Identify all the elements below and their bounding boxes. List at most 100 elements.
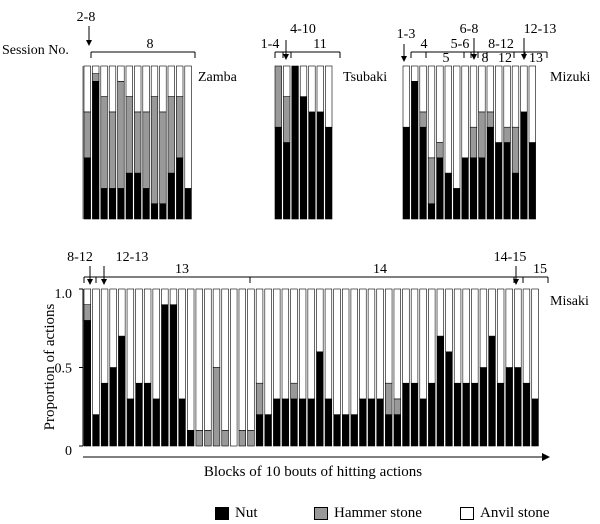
bar-hammer-stone bbox=[92, 73, 100, 82]
bar-anvil-stone bbox=[402, 65, 410, 128]
zamba-session-2-8: 2-8 bbox=[77, 10, 96, 25]
bar-anvil-stone bbox=[118, 288, 126, 337]
bar-nut bbox=[503, 142, 511, 220]
bar-nut bbox=[495, 142, 503, 220]
y-tick-label-0: 0 bbox=[65, 444, 72, 459]
misaki-session-13: 13 bbox=[175, 262, 189, 277]
bar-hammer-stone bbox=[125, 96, 133, 174]
bar-nut bbox=[427, 203, 436, 220]
bar-anvil-stone bbox=[143, 288, 152, 384]
bar-nut bbox=[307, 398, 315, 447]
x-axis-arrow-head bbox=[542, 453, 550, 461]
bar-hammer-stone bbox=[385, 382, 393, 415]
bar-anvil-stone bbox=[325, 65, 333, 128]
bar-nut bbox=[520, 111, 528, 220]
bar-nut bbox=[471, 382, 479, 447]
bar-nut bbox=[453, 188, 461, 220]
bar-nut bbox=[410, 382, 419, 447]
bars-layer bbox=[83, 65, 539, 447]
misaki-session-14-15: 14-15 bbox=[494, 250, 527, 265]
bar-nut bbox=[402, 382, 410, 447]
bar-anvil-stone bbox=[324, 288, 333, 400]
bar-hammer-stone bbox=[290, 382, 298, 400]
bar-nut bbox=[118, 335, 126, 447]
bar-anvil-stone bbox=[486, 65, 494, 113]
bar-nut bbox=[83, 157, 91, 220]
bar-anvil-stone bbox=[290, 288, 298, 384]
legend-label-nut: Nut bbox=[235, 505, 258, 521]
bar-nut bbox=[126, 398, 135, 447]
bar-hammer-stone bbox=[212, 367, 221, 447]
bar-anvil-stone bbox=[100, 65, 108, 97]
bar-anvil-stone bbox=[161, 288, 169, 305]
bar-nut bbox=[461, 157, 469, 220]
bar-anvil-stone bbox=[520, 65, 528, 113]
bar-anvil-stone bbox=[479, 288, 488, 368]
bar-nut bbox=[264, 414, 272, 447]
bar-nut bbox=[298, 398, 307, 447]
bar-nut bbox=[108, 188, 117, 220]
bar-nut bbox=[100, 188, 108, 220]
bar-nut bbox=[178, 398, 186, 447]
bar-hammer-stone bbox=[100, 96, 108, 189]
mizuki-session-8: 8 bbox=[482, 51, 489, 66]
bar-nut bbox=[514, 367, 522, 447]
bar-hammer-stone bbox=[204, 429, 212, 447]
bar-anvil-stone bbox=[135, 288, 143, 384]
bar-nut bbox=[453, 382, 462, 447]
bar-anvil-stone bbox=[496, 288, 505, 384]
bar-nut bbox=[308, 111, 316, 220]
mizuki-session-4: 4 bbox=[421, 37, 428, 52]
bar-nut bbox=[316, 351, 324, 447]
bar-nut bbox=[436, 157, 444, 220]
bar-nut bbox=[376, 398, 384, 447]
bar-hammer-stone bbox=[478, 111, 486, 159]
tsubaki-session-4-10: 4-10 bbox=[290, 22, 316, 37]
bar-anvil-stone bbox=[341, 288, 350, 415]
bar-anvil-stone bbox=[167, 65, 175, 97]
mizuki-arrow-12-13-head bbox=[521, 54, 527, 60]
bar-anvil-stone bbox=[505, 288, 513, 368]
mizuki-session-12-13: 12-13 bbox=[524, 22, 557, 37]
mizuki-session-5-6: 5-6 bbox=[451, 37, 470, 52]
legend-label-hammer: Hammer stone bbox=[334, 505, 422, 521]
bar-anvil-stone bbox=[528, 65, 536, 143]
mizuki-session-12: 12 bbox=[498, 51, 512, 66]
bar-nut bbox=[135, 382, 143, 447]
legend-item-nut: Nut bbox=[215, 505, 258, 522]
bar-nut bbox=[291, 65, 299, 220]
bar-anvil-stone bbox=[264, 288, 272, 415]
bar-anvil-stone bbox=[469, 65, 478, 128]
bar-anvil-stone bbox=[471, 288, 479, 384]
bar-anvil-stone bbox=[511, 65, 520, 128]
mizuki-session-8-12: 8-12 bbox=[488, 37, 514, 52]
bar-anvil-stone bbox=[108, 65, 117, 113]
bar-nut bbox=[462, 382, 470, 447]
bar-anvil-stone bbox=[150, 65, 159, 97]
bar-nut bbox=[92, 414, 100, 447]
y-axis-title: Proportion of actions bbox=[42, 304, 58, 431]
bar-nut bbox=[100, 382, 109, 447]
bar-hammer-stone bbox=[511, 126, 520, 174]
bar-anvil-stone bbox=[419, 288, 427, 400]
bar-nut bbox=[299, 96, 308, 220]
bar-anvil-stone bbox=[419, 65, 427, 113]
bar-hammer-stone bbox=[176, 96, 184, 159]
bar-hammer-stone bbox=[283, 96, 291, 143]
bar-anvil-stone bbox=[385, 288, 393, 384]
bar-anvil-stone bbox=[221, 288, 229, 431]
bar-nut bbox=[419, 398, 427, 447]
tsubaki-arrow-4-10-head bbox=[283, 54, 289, 60]
bar-nut bbox=[290, 398, 298, 447]
bar-anvil-stone bbox=[178, 288, 186, 400]
legend-item-anvil: Anvil stone bbox=[460, 505, 550, 522]
bar-nut bbox=[505, 367, 513, 447]
bar-anvil-stone bbox=[152, 288, 160, 400]
legend-swatch-anvil bbox=[460, 507, 474, 520]
bar-anvil-stone bbox=[436, 65, 444, 143]
bar-anvil-stone bbox=[273, 288, 281, 400]
mizuki-arrow-6-8-head bbox=[471, 54, 477, 60]
bar-anvil-stone bbox=[359, 288, 367, 400]
bar-nut bbox=[273, 398, 281, 447]
